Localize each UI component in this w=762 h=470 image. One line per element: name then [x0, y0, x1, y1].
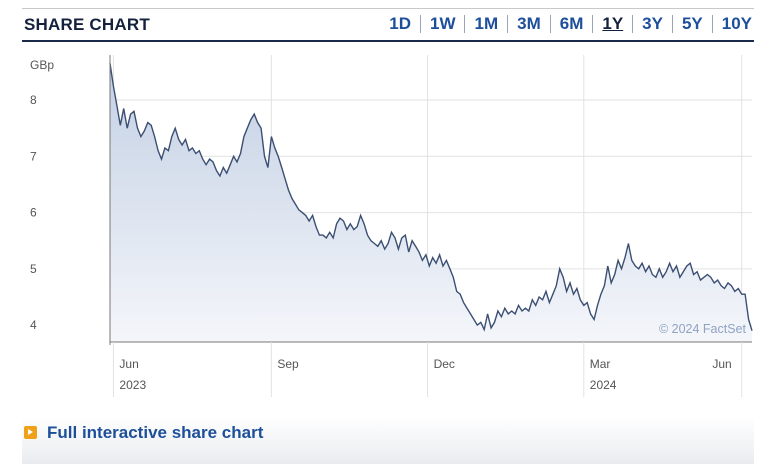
page-title: SHARE CHART	[24, 15, 150, 34]
range-1m[interactable]: 1M	[464, 15, 507, 33]
range-3m[interactable]: 3M	[507, 15, 550, 33]
x-tick-year: 2024	[590, 378, 617, 392]
y-tick-label: 5	[30, 262, 37, 276]
range-5y[interactable]: 5Y	[671, 15, 712, 33]
x-tick-label: Mar	[590, 357, 611, 371]
x-tick-label: Dec	[434, 357, 455, 371]
y-axis: GBp 4 5 6 7 8	[30, 55, 111, 345]
footer-bar: Full interactive share chart	[22, 416, 754, 464]
y-tick-label: 7	[30, 149, 37, 163]
factset-watermark: © 2024 FactSet	[659, 322, 747, 336]
play-arrow-icon	[24, 426, 37, 439]
range-1w[interactable]: 1W	[419, 15, 465, 33]
x-tick-label: Jun	[119, 357, 138, 371]
x-tick-label: Sep	[277, 357, 299, 371]
y-tick-label: 4	[30, 318, 37, 332]
x-axis: Jun 2023 Sep Dec Mar 2024 Jun	[110, 341, 752, 397]
share-price-chart: GBp 4 5 6 7 8 Jun 2023 Sep Dec Mar 2024 Jun © 2024…	[30, 55, 753, 397]
x-tick-year: 2023	[119, 378, 146, 392]
range-selector: 1D 1W 1M 3M 6M 1Y 3Y 5Y 10Y	[380, 15, 752, 33]
range-1d[interactable]: 1D	[389, 14, 411, 33]
range-3y[interactable]: 3Y	[632, 15, 672, 33]
y-tick-label: 8	[30, 93, 37, 107]
share-chart-header: SHARE CHART 1D 1W 1M 3M 6M 1Y 3Y 5Y 10Y	[22, 8, 754, 42]
price-line	[109, 63, 753, 332]
range-6m[interactable]: 6M	[549, 15, 593, 33]
y-axis-unit: GBp	[30, 58, 54, 72]
full-interactive-chart-link[interactable]: Full interactive share chart	[47, 423, 264, 442]
y-tick-label: 6	[30, 206, 37, 220]
x-tick-label: Jun	[712, 357, 731, 371]
price-area	[110, 63, 752, 343]
range-1y[interactable]: 1Y	[592, 15, 632, 33]
range-10y[interactable]: 10Y	[711, 15, 752, 33]
